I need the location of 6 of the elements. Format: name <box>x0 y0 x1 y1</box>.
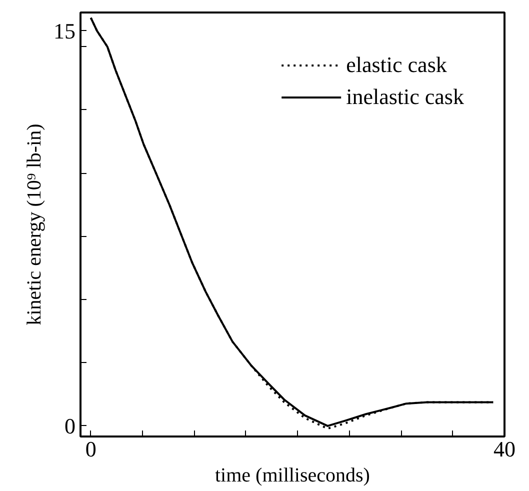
x-axis-title: time (milliseconds) <box>215 464 370 486</box>
x-tick-label: 40 <box>494 436 516 462</box>
y-tick-label: 15 <box>54 18 76 44</box>
legend-label: inelastic cask <box>346 84 464 110</box>
y-axis-title: kinetic energy (10⁹ lb-in) <box>24 124 46 326</box>
legend-label: elastic cask <box>346 52 447 78</box>
